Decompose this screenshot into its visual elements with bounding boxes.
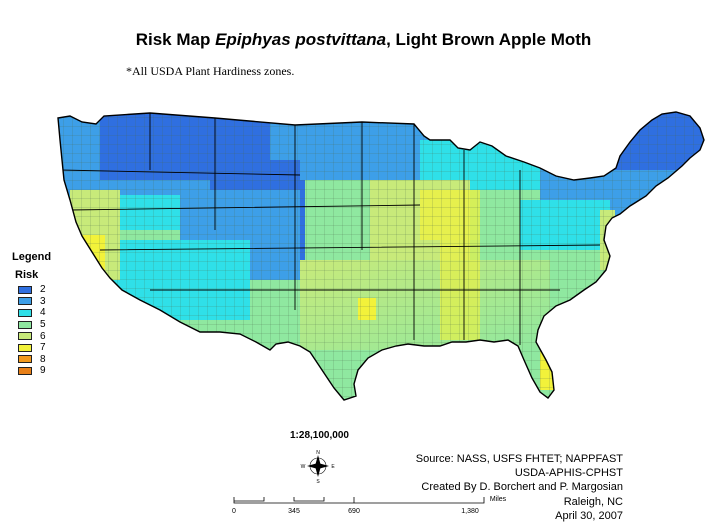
legend-swatch: [18, 308, 32, 317]
title-prefix: Risk Map: [135, 30, 211, 49]
source-line: USDA-APHIS-CPHST: [514, 467, 623, 480]
legend-swatch: [18, 343, 32, 352]
map-scale: 1:28,100,000: [290, 430, 349, 441]
source-credits: Source: NASS, USFS FHTET; NAPPFAST USDA-…: [416, 452, 623, 523]
legend-item-risk-7: 7: [18, 342, 51, 354]
compass-rose: N S E W: [301, 450, 336, 485]
legend-swatch: [18, 355, 32, 364]
scale-tick-345: 345: [288, 508, 300, 515]
scale-tick-1380: 1,380: [461, 508, 479, 515]
legend-item-risk-9: 9: [18, 365, 51, 377]
legend-item-risk-8: 8: [18, 354, 51, 366]
scale-tick-0: 0: [232, 508, 236, 515]
legend-swatch: [18, 320, 32, 329]
title-species: Epiphyas postvittana: [215, 30, 387, 49]
source-line: Source: NASS, USFS FHTET; NAPPFAST: [415, 453, 623, 465]
state-boundaries: [59, 113, 601, 345]
legend-item-risk-6: 6: [18, 330, 51, 342]
legend-label: 8: [40, 353, 46, 365]
compass-w: W: [301, 464, 306, 470]
legend-label: 7: [40, 342, 46, 354]
risk-zones: [58, 112, 704, 400]
legend-item-risk-3: 3: [18, 296, 51, 308]
source-line: Created By D. Borchert and P. Margosian: [421, 481, 623, 494]
source-line: Raleigh, NC: [563, 495, 623, 508]
legend-label: 4: [40, 307, 46, 319]
compass-e: E: [331, 464, 335, 470]
legend-subtitle: Risk: [15, 269, 39, 281]
map-subtitle: *All USDA Plant Hardiness zones.: [126, 64, 295, 78]
source-line: April 30, 2007: [555, 509, 623, 522]
legend-title: Legend: [12, 251, 52, 263]
legend-swatch: [18, 297, 32, 306]
legend-label: 3: [40, 295, 46, 307]
legend-label: 5: [40, 319, 46, 331]
scale-bar: [233, 497, 485, 504]
legend-item-risk-2: 2: [18, 284, 51, 296]
legend-item-risk-4: 4: [18, 307, 51, 319]
compass-s: S: [316, 479, 320, 485]
legend-item-risk-5: 5: [18, 319, 51, 331]
scale-unit: Miles: [490, 496, 507, 503]
title-suffix: , Light Brown Apple Moth: [386, 30, 592, 49]
legend-label: 6: [40, 330, 46, 342]
legend-swatch: [18, 366, 32, 375]
legend-swatch: [18, 332, 32, 341]
map-title: Risk Map Epiphyas postvittana, Light Bro…: [0, 30, 727, 50]
compass-n: N: [316, 450, 320, 456]
legend-label: 9: [40, 365, 46, 377]
legend-swatch: [18, 285, 32, 294]
legend-label: 2: [40, 284, 46, 296]
scale-tick-690: 690: [348, 508, 360, 515]
